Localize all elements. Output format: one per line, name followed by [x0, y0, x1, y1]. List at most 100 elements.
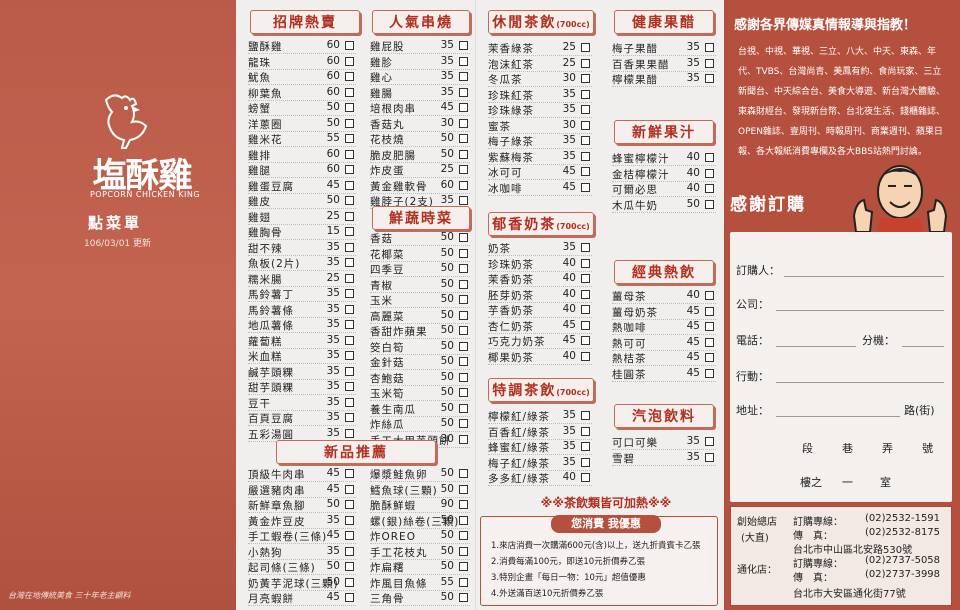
address-field[interactable] [776, 416, 900, 417]
order-checkbox[interactable] [581, 442, 590, 451]
order-checkbox[interactable] [345, 484, 354, 494]
order-checkbox[interactable] [345, 577, 354, 587]
order-checkbox[interactable] [459, 295, 468, 304]
order-checkbox[interactable] [581, 336, 590, 345]
order-checkbox[interactable] [345, 320, 354, 329]
order-checkbox[interactable] [345, 304, 354, 314]
order-checkbox[interactable] [459, 279, 468, 289]
order-checkbox[interactable] [581, 289, 590, 299]
order-checkbox[interactable] [705, 153, 714, 162]
order-checkbox[interactable] [345, 56, 354, 66]
order-checkbox[interactable] [345, 134, 354, 143]
order-checkbox[interactable] [459, 72, 468, 81]
order-checkbox[interactable] [581, 258, 590, 268]
order-checkbox[interactable] [345, 41, 354, 50]
order-checkbox[interactable] [459, 196, 468, 205]
order-checkbox[interactable] [459, 56, 468, 66]
order-checkbox[interactable] [705, 322, 714, 331]
order-checkbox[interactable] [345, 366, 354, 376]
order-checkbox[interactable] [581, 167, 590, 176]
order-checkbox[interactable] [459, 134, 468, 143]
order-checkbox[interactable] [345, 500, 354, 509]
order-checkbox[interactable] [459, 403, 468, 413]
ext-field[interactable] [902, 346, 944, 347]
order-checkbox[interactable] [459, 546, 468, 556]
order-checkbox[interactable] [345, 118, 354, 128]
order-checkbox[interactable] [459, 310, 468, 320]
order-checkbox[interactable] [581, 120, 590, 130]
order-checkbox[interactable] [345, 273, 354, 283]
order-checkbox[interactable] [459, 326, 468, 335]
order-checkbox[interactable] [459, 434, 468, 444]
order-checkbox[interactable] [345, 180, 354, 190]
order-checkbox[interactable] [459, 41, 468, 50]
order-checkbox[interactable] [345, 515, 354, 525]
order-checkbox[interactable] [705, 74, 714, 83]
order-checkbox[interactable] [581, 320, 590, 330]
order-checkbox[interactable] [581, 74, 590, 83]
order-checkbox[interactable] [705, 368, 714, 378]
order-checkbox[interactable] [581, 136, 590, 145]
order-checkbox[interactable] [345, 413, 354, 422]
order-checkbox[interactable] [459, 264, 468, 273]
order-checkbox[interactable] [459, 341, 468, 351]
order-checkbox[interactable] [345, 87, 354, 97]
order-checkbox[interactable] [459, 593, 468, 602]
order-checkbox[interactable] [459, 165, 468, 174]
order-checkbox[interactable] [459, 357, 468, 366]
order-checkbox[interactable] [705, 337, 714, 347]
order-checkbox[interactable] [459, 149, 468, 159]
order-checkbox[interactable] [705, 58, 714, 68]
order-checkbox[interactable] [345, 72, 354, 81]
order-checkbox[interactable] [459, 484, 468, 494]
order-checkbox[interactable] [459, 531, 468, 540]
order-checkbox[interactable] [705, 184, 714, 193]
order-checkbox[interactable] [581, 243, 590, 252]
order-checkbox[interactable] [581, 305, 590, 314]
order-checkbox[interactable] [345, 531, 354, 540]
order-checkbox[interactable] [705, 291, 714, 300]
order-checkbox[interactable] [705, 353, 714, 362]
order-checkbox[interactable] [345, 382, 354, 391]
order-checkbox[interactable] [705, 437, 714, 446]
order-checkbox[interactable] [581, 89, 590, 99]
order-checkbox[interactable] [581, 43, 590, 52]
order-checkbox[interactable] [581, 105, 590, 114]
phone-field[interactable] [776, 346, 856, 347]
order-checkbox[interactable] [345, 211, 354, 221]
order-checkbox[interactable] [581, 274, 590, 283]
order-checkbox[interactable] [705, 168, 714, 178]
order-checkbox[interactable] [705, 43, 714, 52]
order-checkbox[interactable] [581, 351, 590, 361]
order-checkbox[interactable] [581, 58, 590, 68]
order-checkbox[interactable] [459, 248, 468, 258]
order-checkbox[interactable] [345, 593, 354, 602]
order-checkbox[interactable] [705, 306, 714, 316]
order-checkbox[interactable] [345, 258, 354, 267]
order-checkbox[interactable] [459, 372, 468, 382]
order-checkbox[interactable] [345, 289, 354, 298]
company-field[interactable] [776, 310, 944, 311]
order-checkbox[interactable] [459, 469, 468, 478]
orderer-field[interactable] [784, 276, 944, 277]
main-phone[interactable]: (02)2532-1591 [865, 513, 941, 524]
order-checkbox[interactable] [581, 182, 590, 192]
order-checkbox[interactable] [459, 562, 468, 571]
order-checkbox[interactable] [345, 227, 354, 236]
order-checkbox[interactable] [581, 151, 590, 161]
order-checkbox[interactable] [459, 180, 468, 190]
order-checkbox[interactable] [345, 242, 354, 252]
order-checkbox[interactable] [459, 388, 468, 397]
order-checkbox[interactable] [345, 469, 354, 478]
order-checkbox[interactable] [459, 118, 468, 128]
order-checkbox[interactable] [345, 196, 354, 205]
order-checkbox[interactable] [705, 199, 714, 209]
order-checkbox[interactable] [459, 500, 468, 509]
order-checkbox[interactable] [345, 397, 354, 407]
order-checkbox[interactable] [345, 335, 354, 345]
branch-phone[interactable]: (02)2737-5058 [865, 555, 941, 566]
order-checkbox[interactable] [459, 577, 468, 587]
order-checkbox[interactable] [345, 546, 354, 556]
order-checkbox[interactable] [459, 87, 468, 97]
order-checkbox[interactable] [581, 426, 590, 436]
